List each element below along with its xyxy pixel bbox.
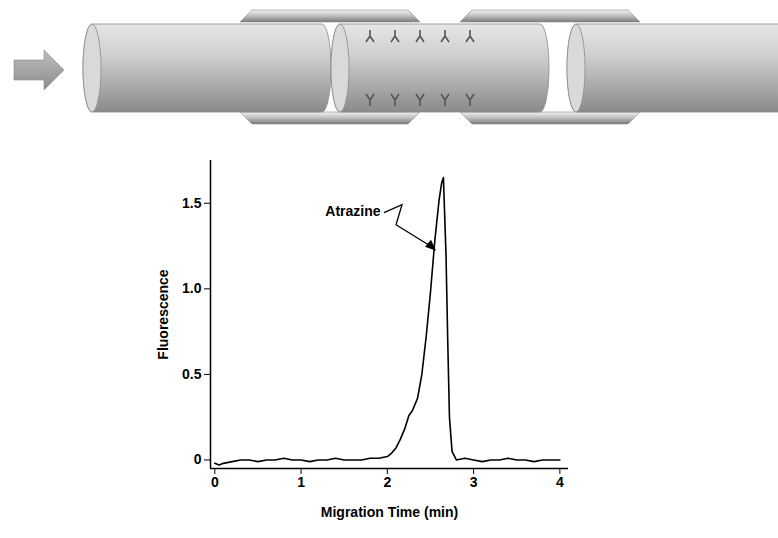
svg-text:0: 0 <box>211 474 219 490</box>
svg-text:1.5: 1.5 <box>182 195 202 211</box>
svg-text:Fluorescence: Fluorescence <box>155 269 171 359</box>
svg-text:3: 3 <box>470 474 478 490</box>
svg-text:4: 4 <box>556 474 564 490</box>
svg-text:1: 1 <box>297 474 305 490</box>
svg-text:0: 0 <box>194 451 202 467</box>
svg-text:0.5: 0.5 <box>182 366 202 382</box>
svg-text:2: 2 <box>383 474 391 490</box>
svg-text:Migration Time (min): Migration Time (min) <box>321 504 458 520</box>
svg-text:Atrazine: Atrazine <box>325 203 380 219</box>
svg-text:1.0: 1.0 <box>182 280 202 296</box>
